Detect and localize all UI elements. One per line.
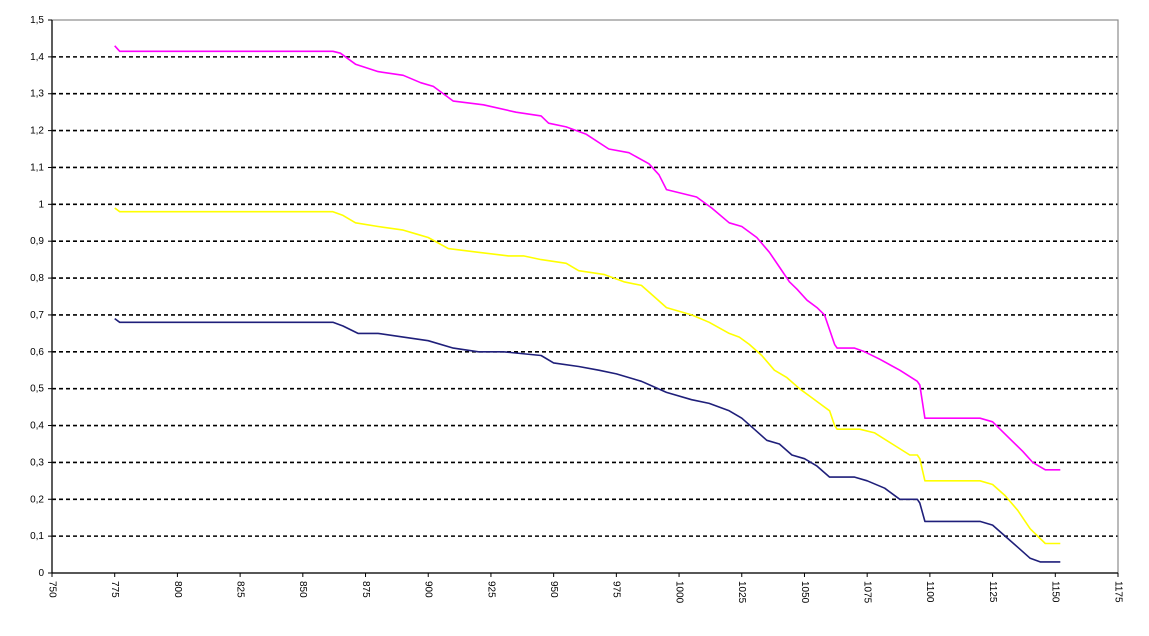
x-tick-label: 825 xyxy=(234,581,245,598)
x-tick-label: 900 xyxy=(423,581,434,598)
x-tick-label: 1175 xyxy=(1112,581,1123,603)
x-tick-label: 775 xyxy=(109,581,120,598)
gridlines xyxy=(52,56,1118,537)
y-tick-label: 0,5 xyxy=(30,384,44,395)
y-tick-label: 0,6 xyxy=(30,347,44,358)
y-axis-ticks: 0 0,1 0,2 0,3 0,4 0,5 0,6 0,7 0,8 0,9 1 1,1 1,2 1,3 1,… xyxy=(30,15,52,579)
y-tick-label: 1 xyxy=(38,199,44,210)
x-tick-label: 975 xyxy=(611,581,622,598)
x-tick-label: 850 xyxy=(297,581,308,598)
x-tick-label: 1000 xyxy=(673,581,684,604)
x-tick-label: 1100 xyxy=(924,581,935,603)
y-tick-label: 0,7 xyxy=(30,310,44,321)
x-tick-label: 1025 xyxy=(736,581,747,604)
x-tick-label: 875 xyxy=(360,581,371,598)
y-tick-label: 1,3 xyxy=(30,89,44,100)
series-line-1 xyxy=(114,45,1061,471)
x-tick-label: 950 xyxy=(548,581,559,598)
x-tick-label: 1050 xyxy=(799,581,810,604)
x-tick-label: 1125 xyxy=(987,581,998,603)
y-tick-label: 1,4 xyxy=(30,52,44,63)
series-line-3 xyxy=(114,317,1061,563)
series-line-2 xyxy=(114,207,1061,545)
series-lines xyxy=(114,45,1061,563)
x-axis-ticks: 750 775 800 825 850 875 900 925 950 975 1000 1025 10… xyxy=(46,573,1123,604)
x-tick-label: 800 xyxy=(172,581,183,598)
y-tick-label: 0,8 xyxy=(30,273,44,284)
y-tick-label: 0,1 xyxy=(30,531,44,542)
y-tick-label: 0,9 xyxy=(30,236,44,247)
y-tick-label: 1,2 xyxy=(30,126,44,137)
y-tick-label: 0,4 xyxy=(30,421,44,432)
y-tick-label: 1,1 xyxy=(30,162,44,173)
x-tick-label: 925 xyxy=(485,581,496,598)
y-tick-label: 0 xyxy=(38,568,44,579)
y-tick-label: 1,5 xyxy=(30,15,44,26)
y-tick-label: 0,2 xyxy=(30,494,44,505)
x-tick-label: 1075 xyxy=(862,581,873,604)
x-tick-label: 1150 xyxy=(1050,581,1061,603)
plot-frame xyxy=(51,19,1119,574)
y-tick-label: 0,3 xyxy=(30,457,44,468)
axes xyxy=(51,19,1119,574)
x-tick-label: 750 xyxy=(46,581,57,598)
